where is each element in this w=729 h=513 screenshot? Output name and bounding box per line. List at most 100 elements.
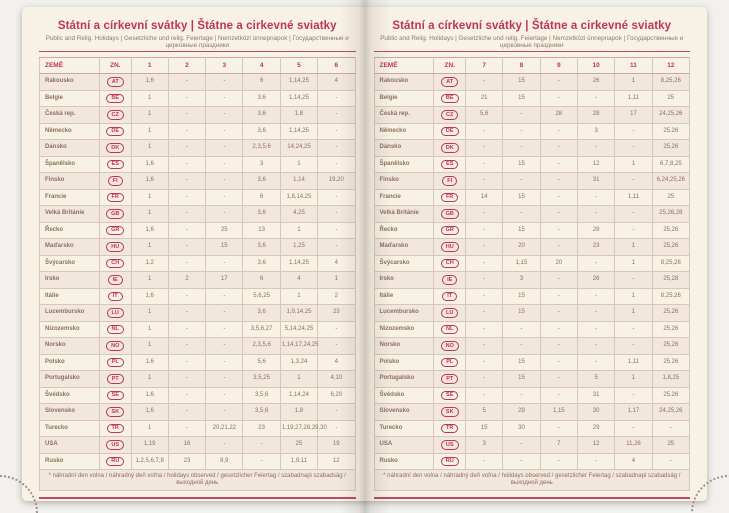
holiday-dates-cell: 30 (502, 419, 541, 437)
table-row: Švédsko SE 1,6- -3,5,6 1,14,24 6,20 (39, 386, 356, 404)
country-code-badge: HU (440, 242, 459, 252)
holiday-dates-cell: 21 (464, 89, 504, 107)
country-code-cell: FI (98, 172, 132, 190)
holiday-dates-cell: - (205, 172, 244, 190)
holiday-dates-cell: 1,9,11 (279, 452, 319, 470)
holiday-dates-cell: - (539, 353, 578, 371)
holiday-dates-cell: - (614, 271, 653, 289)
holiday-dates-cell: 1,11 (614, 89, 653, 107)
holiday-dates-cell: - (167, 122, 207, 140)
table-row: Česká rep. CZ 5,6-28 28 17 24,25,26 (373, 106, 691, 124)
holiday-dates-cell: 15 (464, 419, 504, 437)
country-code-cell: US (433, 436, 466, 454)
holiday-dates-cell: 1,6 (130, 221, 169, 239)
holiday-dates-cell: - (502, 122, 541, 140)
holiday-dates-cell: 19,20 (317, 172, 356, 190)
country-code-cell: NO (98, 337, 132, 355)
holiday-dates-cell: 2,3,5,6 (242, 139, 281, 157)
holiday-dates-cell: - (614, 337, 653, 355)
country-code-cell: IT (98, 287, 132, 305)
holiday-dates-cell: 3,5,6,27 (242, 320, 281, 338)
holiday-dates-cell: - (576, 320, 616, 338)
holiday-dates-cell: 28 (576, 221, 616, 239)
holiday-dates-cell: 23 (242, 419, 281, 437)
holiday-dates-cell: 3 (502, 271, 541, 289)
holiday-dates-cell: 26 (576, 271, 616, 289)
holiday-dates-cell: - (317, 320, 356, 338)
holiday-dates-cell: - (242, 452, 281, 470)
country-name: Česká rep. (373, 106, 435, 124)
holiday-dates-cell: 2 (317, 287, 356, 305)
country-code-badge: BE (106, 93, 125, 103)
holiday-dates-cell: - (539, 452, 578, 470)
holiday-dates-cell: 23 (576, 238, 616, 256)
holiday-dates-cell: 6,7,8,25 (651, 155, 691, 173)
country-code-cell: DE (98, 122, 132, 140)
holiday-dates-cell: 1 (130, 419, 169, 437)
holiday-dates-cell: 3,5,6 (242, 403, 281, 421)
holiday-dates-cell: - (614, 205, 653, 223)
holiday-dates-cell: - (464, 155, 504, 173)
holiday-dates-cell: 1,14,25 (279, 73, 319, 91)
country-code-badge: ES (106, 159, 124, 169)
holiday-dates-cell: 1,14,24 (279, 386, 319, 404)
holiday-dates-cell: - (539, 205, 578, 223)
country-code-cell: CZ (433, 106, 466, 124)
country-code-cell: SK (433, 403, 466, 421)
holiday-dates-cell: 15 (502, 353, 541, 371)
country-code-badge: SK (106, 407, 125, 417)
country-name: Řecko (39, 221, 100, 239)
holiday-dates-cell: 25,26 (651, 386, 691, 404)
holiday-dates-cell: 5 (576, 370, 616, 388)
country-code-badge: PT (441, 374, 459, 384)
country-code-badge: BE (440, 93, 459, 103)
holiday-dates-cell: 15 (502, 89, 541, 107)
holiday-dates-cell: 3 (242, 155, 281, 173)
country-code-badge: DK (106, 143, 125, 153)
holiday-dates-cell: - (205, 436, 244, 454)
holiday-dates-cell: 16 (167, 436, 207, 454)
country-code-badge: FI (442, 176, 458, 186)
holiday-dates-cell: - (539, 155, 578, 173)
table-row: Norsko NO 1- -2,3,5,6 1,14,17,24,25- (39, 337, 356, 355)
holiday-dates-cell: 28 (576, 106, 616, 124)
country-code-cell: ES (98, 155, 132, 173)
holiday-dates-cell: 25,26 (651, 304, 691, 322)
country-code-badge: DE (440, 126, 459, 136)
country-code-badge: HU (106, 242, 125, 252)
country-code-cell: CH (98, 254, 132, 272)
table-row: Rakousko AT 1,6- -6 1,14,25 4 (39, 73, 356, 91)
holiday-dates-cell: - (464, 122, 504, 140)
country-code-cell: CZ (98, 106, 132, 124)
column-header-country: ZEMĚ (373, 57, 435, 74)
holiday-dates-cell: - (167, 139, 207, 157)
holiday-dates-cell: 3,6 (242, 106, 281, 124)
table-row: Rusko RU 1,2,5,6,7,8 23 8,9-1,9,11 12 (39, 452, 356, 470)
holiday-dates-cell: 7 (539, 436, 578, 454)
holiday-dates-cell: - (576, 452, 616, 470)
holiday-dates-cell: 1 (130, 271, 169, 289)
country-code-cell: GB (433, 205, 466, 223)
holiday-dates-cell: - (242, 436, 281, 454)
holiday-dates-cell: 30 (576, 403, 616, 421)
holiday-dates-cell: 2,3,5,6 (242, 337, 281, 355)
holiday-dates-cell: - (576, 139, 616, 157)
holiday-dates-cell: 1 (130, 188, 169, 206)
holiday-dates-cell: - (614, 139, 653, 157)
country-code-badge: CZ (441, 110, 459, 120)
holiday-dates-cell: 1 (130, 320, 169, 338)
holiday-dates-cell: - (317, 106, 356, 124)
holiday-dates-cell: - (502, 172, 541, 190)
country-code-badge: GB (106, 209, 125, 219)
country-name: Rusko (39, 452, 100, 470)
holiday-dates-cell: 1,14,25 (279, 122, 319, 140)
table-row: Španělsko ES -15-12 1 6,7,8,25 (373, 155, 691, 173)
holiday-dates-cell: 1 (614, 155, 653, 173)
holiday-dates-cell: - (614, 122, 653, 140)
table-row: USA US 3-7 12 11,26 25 (373, 436, 691, 454)
holiday-dates-cell: 25 (651, 89, 691, 107)
country-code-badge: IE (107, 275, 123, 285)
holiday-dates-cell: - (205, 155, 244, 173)
table-row: Turecko TR 1-20,21,22 23 1,19,27,28,29,30- (39, 419, 356, 437)
holiday-dates-cell: - (464, 304, 504, 322)
